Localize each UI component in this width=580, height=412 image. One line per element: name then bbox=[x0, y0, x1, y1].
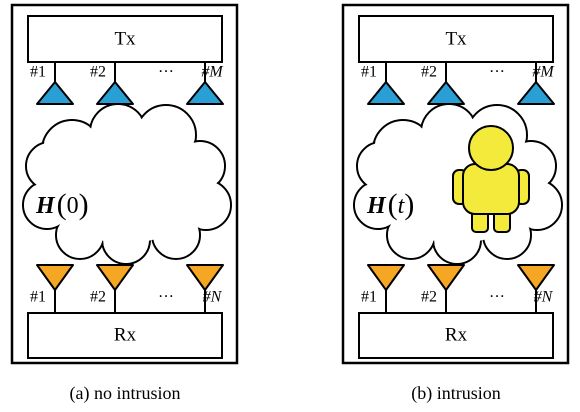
channel-arg: 0 bbox=[67, 193, 79, 219]
channel-label: H(0) bbox=[35, 188, 89, 221]
tx-antenna bbox=[96, 81, 134, 105]
rx-antenna-label: ··· bbox=[489, 289, 505, 306]
rx-antenna-label: #N bbox=[203, 289, 223, 306]
panel-frame bbox=[10, 3, 239, 365]
tx-antenna-label: #2 bbox=[90, 64, 106, 81]
rx-antenna bbox=[517, 264, 555, 291]
intruder-body bbox=[462, 163, 520, 215]
rx-antenna-label: #N bbox=[534, 289, 554, 306]
rx-antenna-label: #1 bbox=[30, 289, 46, 306]
rx-antenna-label: #2 bbox=[90, 289, 106, 306]
caption: (a) no intrusion bbox=[70, 383, 181, 404]
intruder bbox=[452, 125, 530, 233]
tx-antenna-label: #1 bbox=[30, 64, 46, 81]
tx-antenna-label: ··· bbox=[489, 64, 505, 81]
channel-symbol: H bbox=[35, 193, 56, 219]
tx-antenna bbox=[36, 81, 74, 105]
tx-antenna-label: #M bbox=[532, 64, 555, 81]
intruder-head bbox=[468, 125, 514, 171]
panel: Tx Rx #1 #2 ··· #M #1 #2 ··· #N H(0) (a) no intrusi… bbox=[10, 3, 239, 404]
channel-symbol: H bbox=[366, 193, 387, 219]
rx-antenna bbox=[96, 264, 134, 291]
tx-antenna-label: #M bbox=[201, 64, 224, 81]
panel-frame bbox=[341, 3, 570, 365]
rx-antenna-label: ··· bbox=[158, 289, 174, 306]
tx-box bbox=[358, 15, 554, 63]
channel-paren: ( bbox=[388, 188, 398, 221]
rx-antenna bbox=[427, 264, 465, 291]
rx-box bbox=[358, 312, 554, 359]
rx-antenna bbox=[367, 264, 405, 291]
rx-box bbox=[27, 312, 223, 359]
channel-paren: ) bbox=[79, 188, 89, 221]
channel-arg: t bbox=[398, 193, 406, 219]
tx-antenna bbox=[427, 81, 465, 105]
tx-antenna-label: #1 bbox=[361, 64, 377, 81]
tx-label: Tx bbox=[114, 28, 136, 49]
channel-paren: ( bbox=[57, 188, 67, 221]
rx-label: Rx bbox=[445, 324, 468, 345]
cloud-fill bbox=[46, 133, 206, 243]
channel-paren: ) bbox=[404, 188, 414, 221]
rx-antenna bbox=[186, 264, 224, 291]
caption: (b) intrusion bbox=[411, 383, 501, 404]
tx-box bbox=[27, 15, 223, 63]
channel-label: H(t) bbox=[366, 188, 414, 221]
rx-antenna bbox=[36, 264, 74, 291]
rx-antenna-label: #2 bbox=[421, 289, 437, 306]
tx-antenna-label: #2 bbox=[421, 64, 437, 81]
tx-label: Tx bbox=[445, 28, 467, 49]
tx-antenna bbox=[186, 81, 224, 105]
tx-antenna bbox=[367, 81, 405, 105]
rx-antenna-label: #1 bbox=[361, 289, 377, 306]
rx-label: Rx bbox=[114, 324, 137, 345]
panel: Tx Rx #1 #2 ··· #M #1 #2 ··· #N H(t) (b) intrusion bbox=[341, 3, 570, 404]
tx-antenna bbox=[517, 81, 555, 105]
tx-antenna-label: ··· bbox=[158, 64, 174, 81]
